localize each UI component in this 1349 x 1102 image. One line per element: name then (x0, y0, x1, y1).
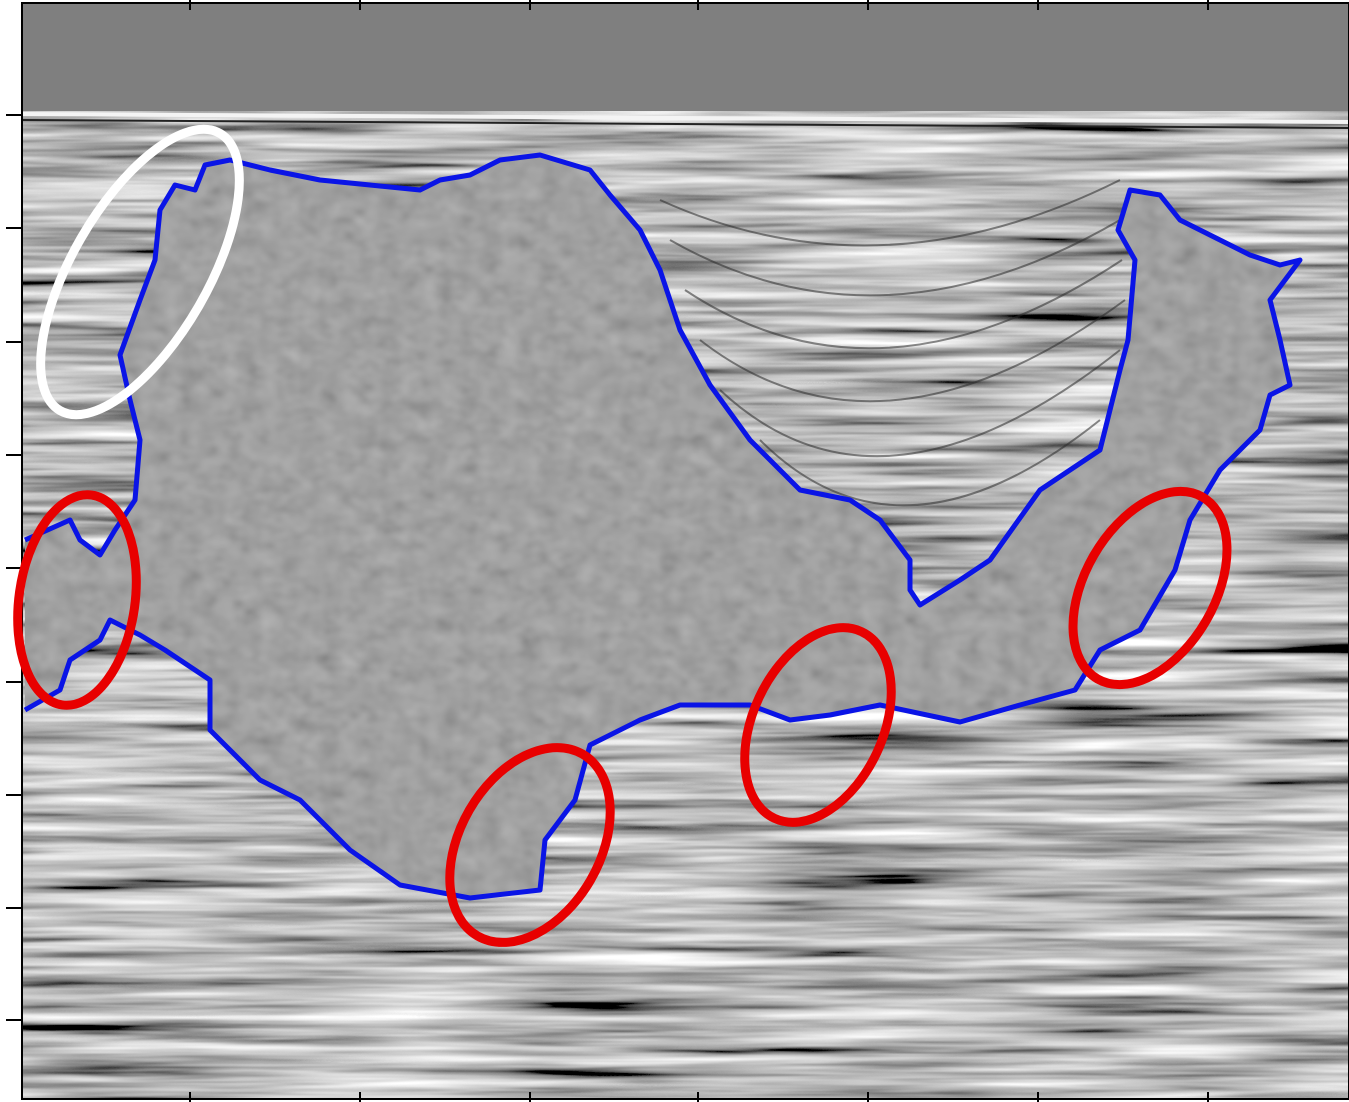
water-column (22, 3, 1349, 111)
seismic-image (22, 3, 1349, 1100)
page (0, 0, 1349, 1102)
seismic-figure (0, 0, 1349, 1102)
